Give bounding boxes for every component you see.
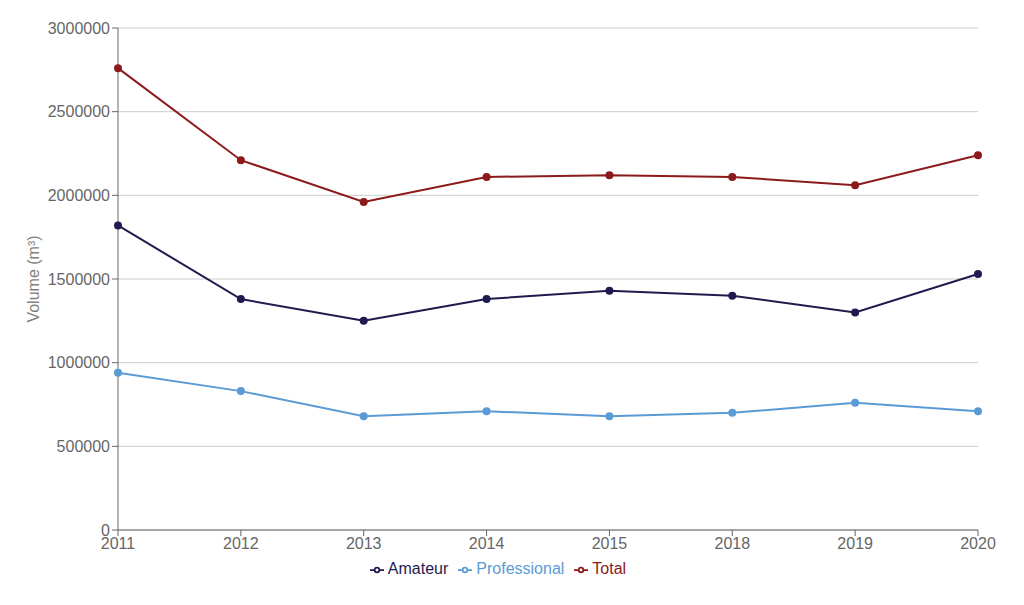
- svg-text:2011: 2011: [100, 535, 136, 553]
- svg-text:2013: 2013: [346, 535, 382, 552]
- svg-text:500000: 500000: [57, 438, 110, 455]
- svg-text:2014: 2014: [469, 535, 505, 552]
- svg-text:2500000: 2500000: [48, 103, 110, 120]
- svg-text:2018: 2018: [714, 535, 750, 552]
- svg-text:1000000: 1000000: [48, 354, 110, 371]
- svg-text:0: 0: [101, 522, 110, 539]
- svg-text:2012: 2012: [223, 535, 259, 552]
- html-text:Total: Total: [592, 560, 627, 577]
- svg-text:3000000: 3000000: [48, 20, 110, 37]
- svg-text:Volume (m³): Volume (m³): [25, 235, 42, 322]
- html-text:Professional: Professional: [476, 560, 565, 577]
- svg-text:2015: 2015: [592, 535, 628, 552]
- svg-text:2000000: 2000000: [48, 187, 110, 204]
- html-text:Amateur: Amateur: [387, 560, 449, 577]
- svg-text:2019: 2019: [837, 535, 873, 552]
- svg-text:2020: 2020: [960, 535, 996, 552]
- svg-text:1500000: 1500000: [48, 271, 110, 288]
